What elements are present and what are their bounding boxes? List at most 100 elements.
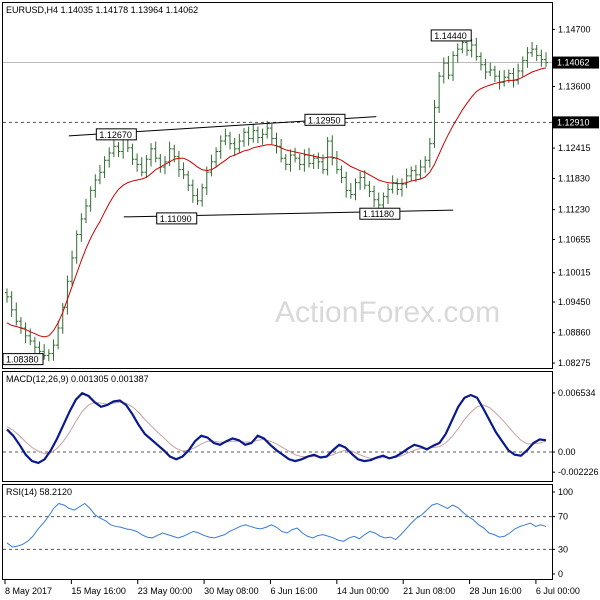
ohlc-bar bbox=[446, 55, 451, 80]
price-annotation: 1.08380 bbox=[2, 353, 44, 366]
ohlc-bar bbox=[186, 170, 191, 191]
price-annotation-box bbox=[156, 212, 198, 225]
ohlc-bar bbox=[348, 183, 353, 199]
ohlc-bar bbox=[149, 143, 154, 167]
rsi-tick-label: 70 bbox=[558, 512, 568, 522]
time-tick-label: 6 Jun 16:00 bbox=[270, 586, 317, 596]
ohlc-bar bbox=[74, 230, 79, 264]
price-tick-label: 1.11830 bbox=[558, 173, 590, 183]
ohlc-bar bbox=[181, 162, 186, 179]
price-tick-label: 1.10655 bbox=[558, 234, 591, 244]
time-tick-label: 23 May 00:00 bbox=[138, 586, 193, 596]
dashed-level-tag-box bbox=[553, 116, 599, 129]
price-tick-label: 1.09450 bbox=[558, 297, 591, 307]
dashed-level-tag: 1.12910 bbox=[553, 116, 599, 129]
price-annotation: 1.11090 bbox=[156, 212, 198, 225]
current-price-tag-box bbox=[553, 56, 599, 69]
ohlc-bar bbox=[223, 128, 228, 146]
price-annotation-label: 1.12670 bbox=[99, 130, 132, 140]
current-price-tag-label: 1.14062 bbox=[557, 58, 590, 68]
macd-line bbox=[6, 391, 547, 465]
price-panel-frame bbox=[2, 2, 553, 369]
ohlc-bar bbox=[413, 164, 418, 183]
rsi-title: RSI(14) 58.2120 bbox=[6, 487, 72, 497]
macd-tick-label: -0.002226 bbox=[558, 467, 599, 477]
time-tick-label: 15 May 16:00 bbox=[71, 586, 126, 596]
ohlc-bar bbox=[79, 213, 84, 242]
ohlc-bar bbox=[195, 188, 200, 205]
current-price-tag: 1.14062 bbox=[553, 56, 599, 69]
ohlc-bar bbox=[376, 192, 381, 210]
price-annotation: 1.12670 bbox=[95, 128, 137, 141]
ohlc-bar bbox=[51, 339, 56, 361]
ohlc-bar bbox=[516, 63, 521, 85]
ohlc-bar bbox=[200, 183, 205, 207]
ohlc-bar bbox=[478, 52, 483, 71]
ohlc-bar bbox=[56, 320, 61, 350]
ohlc-bar bbox=[214, 147, 219, 168]
ohlc-bar bbox=[525, 47, 530, 68]
ohlc-bar bbox=[344, 171, 349, 198]
ohlc-bar bbox=[237, 133, 242, 154]
ohlc-bar bbox=[381, 192, 386, 211]
price-annotation: 1.11180 bbox=[359, 207, 401, 220]
ohlc-bar bbox=[139, 157, 144, 177]
ohlc-bar bbox=[162, 156, 167, 175]
ohlc-bar bbox=[93, 174, 98, 198]
ohlc-bar bbox=[455, 43, 460, 63]
ohlc-bar bbox=[46, 349, 51, 362]
dashed-level-tag-label: 1.12910 bbox=[557, 117, 590, 127]
price-annotation: 1.14440 bbox=[430, 29, 472, 42]
moving-average-line bbox=[6, 67, 547, 338]
price-tick-label: 1.14700 bbox=[558, 24, 591, 34]
rsi-plot bbox=[3, 502, 552, 550]
ohlc-bar bbox=[269, 123, 274, 145]
price-tick-label: 1.08860 bbox=[558, 328, 591, 338]
ohlc-bar bbox=[5, 288, 9, 303]
price-annotation-box bbox=[430, 29, 472, 42]
ohlc-bar bbox=[23, 322, 28, 344]
ohlc-bar bbox=[293, 147, 298, 163]
rsi-axis: 100 70 30 0 bbox=[552, 487, 573, 579]
price-annotation-label: 1.08380 bbox=[6, 355, 39, 365]
ohlc-bar bbox=[111, 138, 116, 158]
price-annotation-label: 1.11090 bbox=[160, 214, 192, 224]
ohlc-bar bbox=[260, 128, 265, 145]
symbol-header: EURUSD,H4 1.14035 1.14178 1.13964 1.1406… bbox=[6, 5, 198, 15]
time-tick-label: 6 Jul 00:00 bbox=[536, 586, 580, 596]
ohlc-bar bbox=[432, 100, 437, 148]
time-tick-label: 8 May 2017 bbox=[5, 586, 52, 596]
ohlc-bar bbox=[418, 159, 423, 179]
price-annotation-box bbox=[304, 113, 346, 126]
macd-title: MACD(12,26,9) 0.001305 0.001387 bbox=[6, 374, 149, 384]
ohlc-bar bbox=[474, 37, 479, 61]
ohlc-bar bbox=[88, 186, 93, 212]
ohlc-bar bbox=[451, 51, 456, 81]
ohlc-bar bbox=[232, 137, 237, 157]
ohlc-bar bbox=[469, 39, 474, 58]
ohlc-bar bbox=[9, 291, 14, 318]
ohlc-bar bbox=[502, 69, 507, 87]
macd-tick-label: 0.006534 bbox=[558, 388, 596, 398]
ohlc-bar bbox=[488, 62, 493, 77]
price-tick-label: 1.11230 bbox=[558, 205, 590, 215]
ohlc-bar bbox=[483, 59, 488, 80]
ohlc-bar bbox=[302, 149, 307, 172]
ohlc-bar bbox=[190, 179, 195, 203]
ohlc-bar bbox=[279, 138, 284, 163]
ohlc-bar bbox=[251, 123, 256, 143]
ohlc-bar bbox=[427, 137, 432, 168]
ohlc-bar bbox=[492, 65, 497, 82]
ohlc-bar bbox=[283, 154, 288, 171]
price-tick-label: 1.12415 bbox=[558, 143, 591, 153]
ohlc-bar bbox=[386, 183, 391, 204]
macd-plot bbox=[3, 391, 552, 465]
macd-axis: 0.006534 0.00 -0.002226 bbox=[552, 388, 599, 477]
rsi-tick-label: 30 bbox=[558, 544, 568, 554]
ohlc-bar bbox=[97, 164, 102, 185]
rsi-tick-label: 0 bbox=[558, 569, 563, 579]
ohlc-bar bbox=[176, 150, 181, 177]
ohlc-bar bbox=[228, 131, 233, 150]
ohlc-bar bbox=[153, 141, 158, 163]
